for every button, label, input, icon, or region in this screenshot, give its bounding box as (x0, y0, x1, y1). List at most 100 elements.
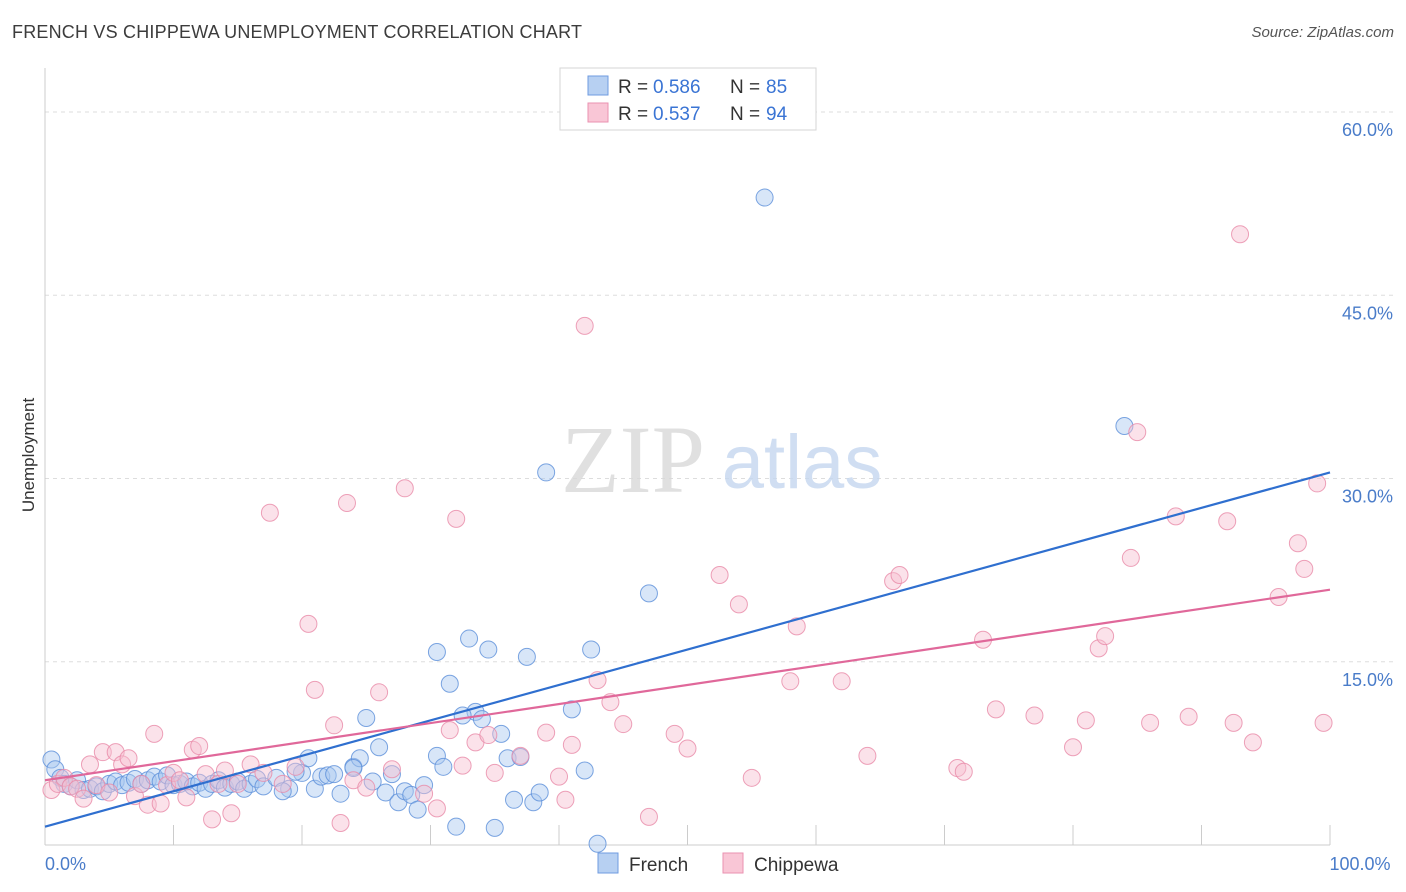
legend-chippewa-r-value: 0.537 (653, 104, 701, 125)
french-point (370, 738, 389, 757)
french-trend-line (44, 471, 1331, 828)
chippewa-point (1218, 512, 1237, 531)
chippewa-point (228, 774, 247, 793)
french-point (350, 749, 369, 768)
chippewa-trend-line (44, 588, 1331, 782)
chippewa-point (550, 767, 568, 786)
chippewa-point (440, 721, 459, 740)
chippewa-point (453, 756, 472, 775)
french-point (582, 640, 601, 659)
chippewa-point (537, 723, 556, 742)
french-point (530, 783, 549, 802)
chippewa-point (260, 503, 279, 522)
watermark: ZIP atlas (561, 406, 882, 513)
legend-french-n-label: N = (730, 77, 760, 98)
chippewa-point (305, 680, 324, 699)
chippewa-point (710, 566, 729, 585)
chippewa-point (68, 779, 87, 798)
chippewa-point (222, 804, 241, 823)
french-point (344, 759, 363, 778)
french-point (537, 463, 556, 482)
french-point (273, 782, 292, 801)
chippewa-point (858, 746, 877, 765)
french-point (485, 818, 504, 837)
french-point (434, 757, 453, 776)
chippewa-point (447, 509, 466, 528)
chippewa-point (742, 768, 761, 787)
french-point (562, 700, 581, 719)
legend-french-swatch (587, 75, 609, 96)
french-points (42, 188, 1134, 853)
french-point (254, 777, 273, 796)
chippewa-point (331, 814, 350, 833)
chippewa-point (1121, 548, 1140, 567)
chippewa-point (1076, 711, 1095, 730)
french-point (505, 790, 524, 809)
french-point (325, 765, 344, 784)
french-point (447, 817, 466, 836)
x-ticks (173, 825, 1331, 845)
chippewa-point (787, 617, 806, 636)
chippewa-point (1141, 713, 1160, 732)
french-point (472, 710, 491, 729)
legend-french-r-label: R = (618, 77, 648, 98)
chippewa-point (415, 784, 434, 803)
source-label: Source: ZipAtlas.com (1251, 24, 1394, 41)
chippewa-point (1314, 713, 1333, 732)
french-point (42, 750, 61, 769)
y-tick-labels: 15.0% 30.0% 45.0% 60.0% (1342, 120, 1393, 690)
chippewa-point (1128, 423, 1147, 442)
gridlines (45, 111, 1393, 663)
legend-chippewa-swatch (587, 102, 609, 123)
chippewa-point (1064, 738, 1082, 757)
chippewa-point (614, 715, 633, 734)
french-point (357, 708, 376, 727)
chippewa-point (80, 755, 99, 774)
french-point (755, 188, 774, 207)
french-point (524, 793, 543, 812)
chippewa-point (100, 783, 119, 802)
legend-chippewa-r-label: R = (618, 104, 648, 125)
french-point (427, 746, 446, 765)
french-point (382, 765, 401, 784)
x-tick-label: 100.0% (1329, 854, 1390, 874)
french-point (440, 674, 459, 693)
chippewa-point (177, 788, 196, 807)
french-point (588, 834, 607, 853)
legend-chippewa-n-value: 94 (766, 104, 788, 125)
chippewa-point (1288, 534, 1307, 553)
chippewa-point (1243, 733, 1262, 752)
chippewa-point (485, 763, 504, 782)
chippewa-point (1179, 707, 1198, 726)
trend-lines (44, 471, 1331, 828)
chippewa-point (639, 807, 658, 826)
chippewa-point (954, 762, 973, 781)
legend-chippewa-n-label: N = (730, 104, 760, 125)
chippewa-point (164, 763, 183, 782)
chippewa-point (665, 724, 684, 743)
x-tick-labels: 0.0% 100.0% (45, 854, 1391, 874)
correlation-legend: R = 0.586 N = 85 R = 0.537 N = 94 (559, 67, 817, 131)
chippewa-point (427, 799, 446, 818)
chippewa-point (273, 774, 292, 793)
chippewa-point (678, 739, 697, 758)
chippewa-point (986, 700, 1005, 719)
french-point (318, 766, 337, 785)
x-tick-label: 0.0% (45, 854, 86, 874)
french-point (575, 761, 594, 780)
chippewa-point (1025, 706, 1044, 725)
chippewa-point (190, 737, 209, 756)
french-point (517, 647, 536, 666)
y-tick-label: 15.0% (1342, 670, 1393, 690)
chippewa-point (286, 757, 305, 776)
legend-french-r-value: 0.586 (653, 77, 701, 98)
chippewa-point (1224, 713, 1243, 732)
french-point (639, 584, 658, 603)
chippewa-point (325, 716, 344, 735)
chippewa-point (119, 749, 138, 768)
french-point (460, 629, 479, 648)
chippewa-point (729, 595, 748, 614)
french-point (286, 762, 305, 781)
french-point (492, 724, 511, 743)
